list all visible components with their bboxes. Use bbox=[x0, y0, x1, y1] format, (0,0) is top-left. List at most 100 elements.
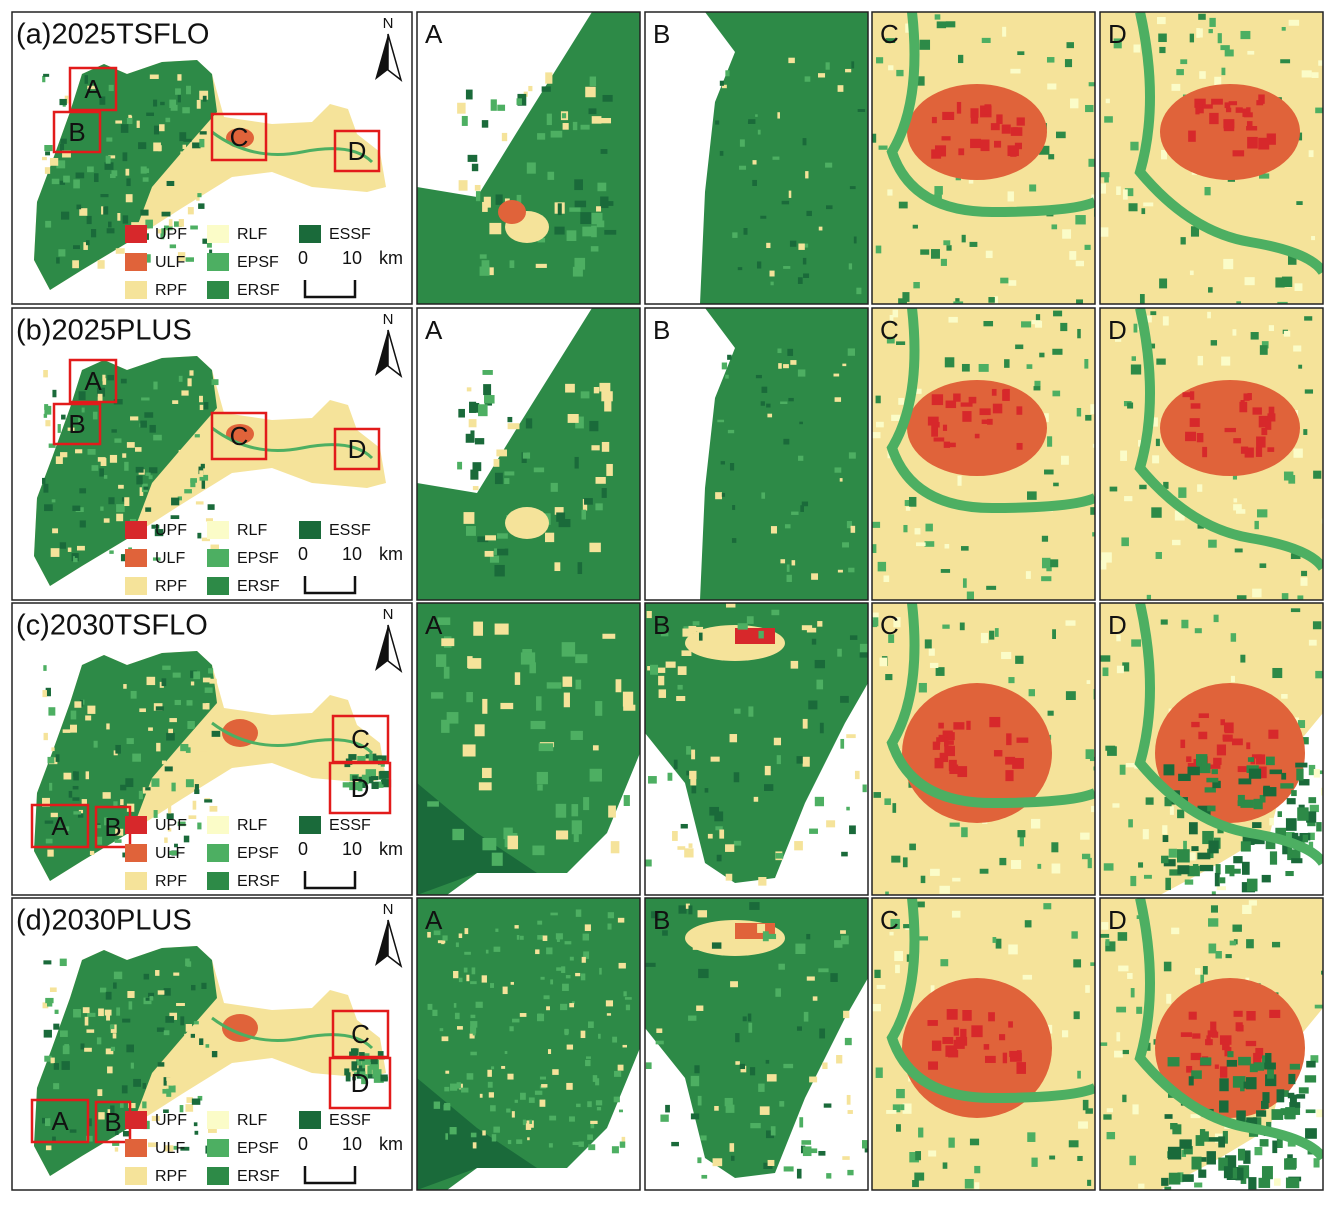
land-patch bbox=[1308, 150, 1314, 158]
land-patch bbox=[1206, 1035, 1211, 1046]
land-patch bbox=[1191, 1070, 1202, 1079]
land-patch bbox=[148, 992, 155, 998]
land-patch bbox=[554, 562, 561, 572]
land-patch bbox=[1293, 345, 1302, 352]
land-patch bbox=[918, 1127, 924, 1138]
land-patch bbox=[1304, 316, 1313, 321]
land-patch bbox=[1236, 301, 1242, 304]
land-patch bbox=[769, 270, 775, 277]
land-patch bbox=[142, 1082, 147, 1089]
land-patch bbox=[1088, 158, 1095, 167]
land-patch bbox=[801, 1140, 812, 1145]
land-patch bbox=[519, 935, 524, 940]
land-patch bbox=[1245, 1040, 1257, 1047]
land-patch bbox=[1234, 548, 1243, 553]
land-patch bbox=[1033, 386, 1041, 391]
land-patch bbox=[1260, 1100, 1269, 1109]
land-patch bbox=[115, 744, 121, 754]
land-patch bbox=[879, 657, 888, 667]
land-patch bbox=[767, 413, 773, 418]
land-patch bbox=[1181, 619, 1189, 629]
land-patch bbox=[113, 971, 123, 980]
land-patch bbox=[848, 263, 853, 270]
land-patch bbox=[1027, 491, 1037, 500]
land-patch bbox=[108, 221, 112, 228]
zoom-frame bbox=[871, 11, 1096, 305]
land-patch bbox=[1267, 413, 1276, 422]
land-patch bbox=[692, 943, 703, 950]
land-patch bbox=[1281, 26, 1286, 31]
land-patch bbox=[507, 423, 520, 430]
land-patch bbox=[441, 719, 450, 733]
land-patch bbox=[825, 162, 833, 168]
land-patch bbox=[986, 585, 997, 590]
land-patch bbox=[79, 520, 86, 528]
land-patch bbox=[1178, 773, 1191, 782]
land-patch bbox=[1283, 471, 1294, 481]
land-patch bbox=[1297, 595, 1304, 600]
land-patch bbox=[1217, 33, 1222, 44]
land-patch bbox=[958, 148, 965, 156]
land-patch bbox=[491, 1134, 497, 1142]
land-patch bbox=[1210, 1021, 1217, 1033]
land-patch bbox=[56, 257, 60, 264]
land-patch bbox=[98, 1112, 105, 1120]
land-patch bbox=[1082, 1099, 1089, 1111]
land-patch bbox=[45, 1145, 52, 1151]
land-patch bbox=[1211, 1031, 1219, 1038]
legend-swatch bbox=[125, 549, 147, 567]
land-patch bbox=[153, 810, 158, 818]
land-patch bbox=[187, 721, 195, 729]
land-patch bbox=[805, 171, 809, 179]
land-patch bbox=[999, 1034, 1006, 1041]
land-patch bbox=[1191, 846, 1199, 852]
zoom-frame bbox=[871, 307, 1096, 601]
land-patch bbox=[564, 1028, 569, 1036]
land-patch bbox=[1248, 768, 1262, 779]
land-patch bbox=[961, 827, 968, 838]
land-patch bbox=[65, 826, 70, 832]
land-patch bbox=[1093, 766, 1095, 771]
land-patch bbox=[188, 815, 197, 819]
land-patch bbox=[872, 133, 877, 143]
land-patch bbox=[1200, 1057, 1212, 1066]
land-patch bbox=[1243, 112, 1253, 118]
land-patch bbox=[182, 107, 190, 114]
land-patch bbox=[1283, 330, 1291, 337]
land-patch bbox=[1313, 769, 1320, 778]
land-patch bbox=[126, 1044, 134, 1053]
land-patch bbox=[372, 755, 382, 764]
land-patch bbox=[74, 701, 82, 708]
land-patch bbox=[190, 225, 198, 230]
land-patch bbox=[935, 667, 945, 676]
land-patch bbox=[180, 151, 187, 159]
land-patch bbox=[162, 665, 171, 670]
land-patch bbox=[1232, 473, 1238, 480]
land-patch bbox=[1225, 865, 1235, 874]
land-patch bbox=[1122, 662, 1130, 672]
land-patch bbox=[103, 475, 108, 479]
land-patch bbox=[54, 1009, 59, 1014]
land-patch bbox=[1196, 432, 1204, 443]
land-patch bbox=[73, 771, 77, 777]
land-patch bbox=[904, 500, 913, 506]
land-patch bbox=[988, 297, 995, 303]
land-patch bbox=[1085, 414, 1092, 421]
land-patch bbox=[1231, 738, 1243, 746]
urban-area bbox=[498, 200, 526, 224]
land-patch bbox=[1053, 310, 1063, 317]
land-patch bbox=[1208, 840, 1219, 854]
land-patch bbox=[130, 416, 139, 421]
land-patch bbox=[60, 144, 65, 151]
land-patch bbox=[93, 173, 99, 183]
land-patch bbox=[1201, 764, 1207, 773]
land-patch bbox=[1276, 1089, 1285, 1103]
land-patch bbox=[968, 396, 977, 404]
land-patch bbox=[676, 696, 686, 702]
land-patch bbox=[452, 828, 465, 841]
legend-label: EPSF bbox=[237, 550, 279, 567]
land-patch bbox=[1298, 1087, 1309, 1094]
land-patch bbox=[938, 722, 944, 729]
land-patch bbox=[113, 801, 118, 808]
land-patch bbox=[979, 868, 989, 874]
